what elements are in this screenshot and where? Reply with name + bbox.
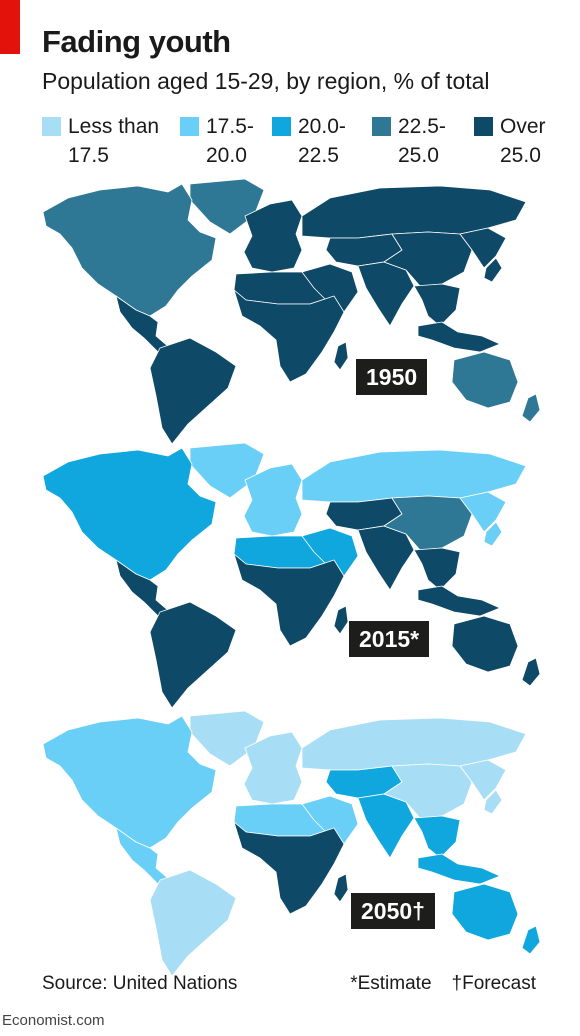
- region-europe: [243, 199, 303, 273]
- legend-swatch: [180, 117, 199, 136]
- region-middle-east: [301, 795, 359, 845]
- region-southeast-asia: [413, 283, 461, 327]
- legend: Less than 17.5 17.5- 20.0 20.0- 22.5 22.…: [42, 112, 562, 172]
- region-north-america: [42, 715, 217, 849]
- footnote-estimate: *Estimate: [350, 973, 432, 994]
- world-map-svg: [42, 710, 541, 977]
- region-australia: [451, 615, 519, 673]
- region-sub-saharan-africa: [233, 821, 345, 915]
- region-madagascar: [333, 341, 349, 371]
- region-east-asia: [459, 227, 507, 283]
- region-middle-east: [301, 263, 359, 313]
- source-note: Source: United Nations: [42, 973, 238, 994]
- region-south-america: [149, 869, 237, 977]
- world-map-2050: [40, 708, 545, 978]
- legend-swatch: [474, 117, 493, 136]
- region-madagascar: [333, 605, 349, 635]
- region-south-asia: [357, 793, 415, 859]
- legend-label: Less than 17.5: [68, 115, 160, 167]
- chart-title: Fading youth: [42, 24, 231, 59]
- region-europe: [243, 731, 303, 805]
- region-south-america: [149, 601, 237, 709]
- legend-label: 22.5- 25.0: [398, 115, 446, 167]
- legend-item-20-22-5: 20.0- 22.5: [272, 112, 346, 170]
- region-new-zealand: [521, 393, 541, 423]
- region-south-america: [149, 337, 237, 445]
- legend-swatch: [42, 117, 61, 136]
- legend-item-17-5-20: 17.5- 20.0: [180, 112, 254, 170]
- world-map-2015: [40, 440, 545, 710]
- region-sub-saharan-africa: [233, 289, 345, 383]
- region-indonesia: [417, 853, 501, 885]
- legend-label: 20.0- 22.5: [298, 115, 346, 167]
- brand-red-tag: [0, 0, 20, 54]
- region-new-zealand: [521, 925, 541, 955]
- region-madagascar: [333, 873, 349, 903]
- region-north-america: [42, 183, 217, 317]
- region-south-asia: [357, 261, 415, 327]
- region-new-zealand: [521, 657, 541, 687]
- world-map-1950: [40, 176, 545, 446]
- chart-subtitle: Population aged 15-29, by region, % of t…: [42, 68, 490, 94]
- footnotes: *Estimate †Forecast: [350, 973, 536, 995]
- region-europe: [243, 463, 303, 537]
- region-north-america: [42, 447, 217, 581]
- region-australia: [451, 351, 519, 409]
- region-greenland: [189, 178, 265, 235]
- world-map-svg: [42, 178, 541, 445]
- year-badge-1950: 1950: [356, 359, 428, 395]
- legend-item-22-5-25: 22.5- 25.0: [372, 112, 446, 170]
- region-greenland: [189, 442, 265, 499]
- year-badge-2050: 2050†: [351, 893, 435, 929]
- footnote-forecast: †Forecast: [451, 973, 536, 994]
- region-australia: [451, 883, 519, 941]
- region-southeast-asia: [413, 547, 461, 591]
- region-sub-saharan-africa: [233, 553, 345, 647]
- legend-label: 17.5- 20.0: [206, 115, 254, 167]
- economist-brand: Economist.com: [2, 1012, 105, 1029]
- region-east-asia: [459, 491, 507, 547]
- legend-swatch: [372, 117, 391, 136]
- region-middle-east: [301, 527, 359, 577]
- year-badge-2015: 2015*: [349, 621, 430, 657]
- region-southeast-asia: [413, 815, 461, 859]
- legend-label: Over 25.0: [500, 115, 546, 167]
- region-south-asia: [357, 525, 415, 591]
- region-east-asia: [459, 759, 507, 815]
- region-indonesia: [417, 585, 501, 617]
- world-map-svg: [42, 442, 541, 709]
- region-greenland: [189, 710, 265, 767]
- region-indonesia: [417, 321, 501, 353]
- legend-item-lt-17-5: Less than 17.5: [42, 112, 159, 170]
- legend-item-over-25: Over 25.0: [474, 112, 546, 170]
- legend-swatch: [272, 117, 291, 136]
